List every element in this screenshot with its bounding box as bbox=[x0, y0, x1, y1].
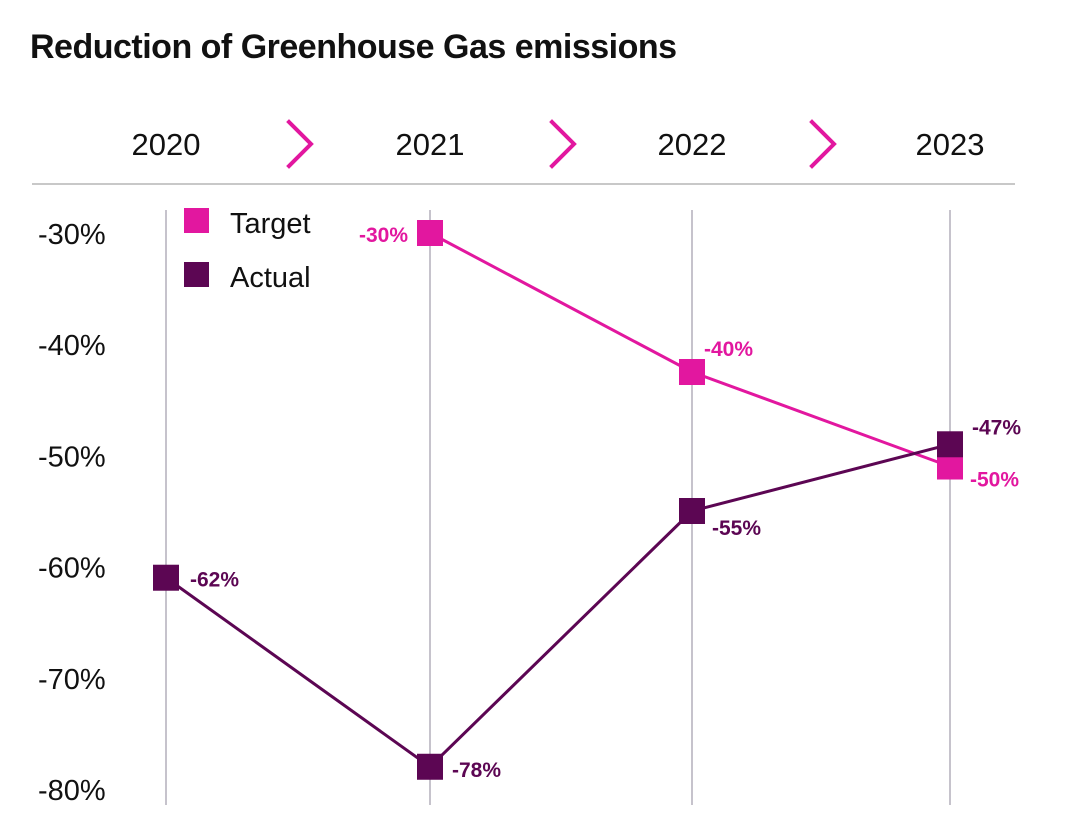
data-label-target-2022: -40% bbox=[704, 338, 753, 361]
y-tick-label: -30% bbox=[38, 219, 106, 251]
year-label-2020: 2020 bbox=[132, 127, 201, 162]
data-label-actual-2023: -47% bbox=[972, 416, 1021, 439]
chevron-right-icon bbox=[286, 119, 314, 169]
legend-swatch-actual bbox=[184, 262, 209, 287]
y-axis: -30% -40% -50% -60% -70% -80% bbox=[38, 219, 106, 807]
y-tick-label: -70% bbox=[38, 664, 106, 696]
series-lines bbox=[165, 231, 951, 769]
series-line-target bbox=[429, 231, 951, 468]
legend-label-actual: Actual bbox=[230, 262, 311, 294]
year-label-2022: 2022 bbox=[658, 127, 727, 162]
year-label-2021: 2021 bbox=[396, 127, 465, 162]
series-markers bbox=[153, 220, 963, 780]
y-tick-label: -40% bbox=[38, 330, 106, 362]
year-label-2023: 2023 bbox=[916, 127, 985, 162]
marker-target-2023 bbox=[937, 453, 963, 480]
data-label-actual-2020: -62% bbox=[190, 569, 239, 592]
chart-title: Reduction of Greenhouse Gas emissions bbox=[30, 28, 677, 66]
chevron-right-icon bbox=[809, 119, 837, 169]
data-label-target-2021: -30% bbox=[359, 224, 408, 247]
y-tick-label: -60% bbox=[38, 553, 106, 585]
data-label-actual-2021: -78% bbox=[452, 759, 501, 782]
chevron-right-icon bbox=[549, 119, 577, 169]
marker-actual-2020 bbox=[153, 564, 179, 591]
data-labels: -30% -40% -50% -62% -78% -55% -47% bbox=[190, 224, 1021, 782]
legend-label-target: Target bbox=[230, 208, 311, 240]
marker-actual-2023 bbox=[937, 431, 963, 458]
marker-actual-2021 bbox=[417, 753, 443, 780]
data-label-target-2023: -50% bbox=[970, 469, 1019, 492]
y-tick-label: -50% bbox=[38, 441, 106, 473]
series-line-actual bbox=[165, 442, 951, 769]
marker-target-2022 bbox=[679, 359, 705, 385]
year-header: 2020 2021 2022 2023 bbox=[32, 119, 1015, 185]
legend-swatch-target bbox=[184, 208, 209, 233]
y-tick-label: -80% bbox=[38, 775, 106, 807]
marker-target-2021 bbox=[417, 220, 443, 246]
data-label-actual-2022: -55% bbox=[712, 517, 761, 540]
legend: Target Actual bbox=[184, 208, 311, 294]
marker-actual-2022 bbox=[679, 498, 705, 524]
